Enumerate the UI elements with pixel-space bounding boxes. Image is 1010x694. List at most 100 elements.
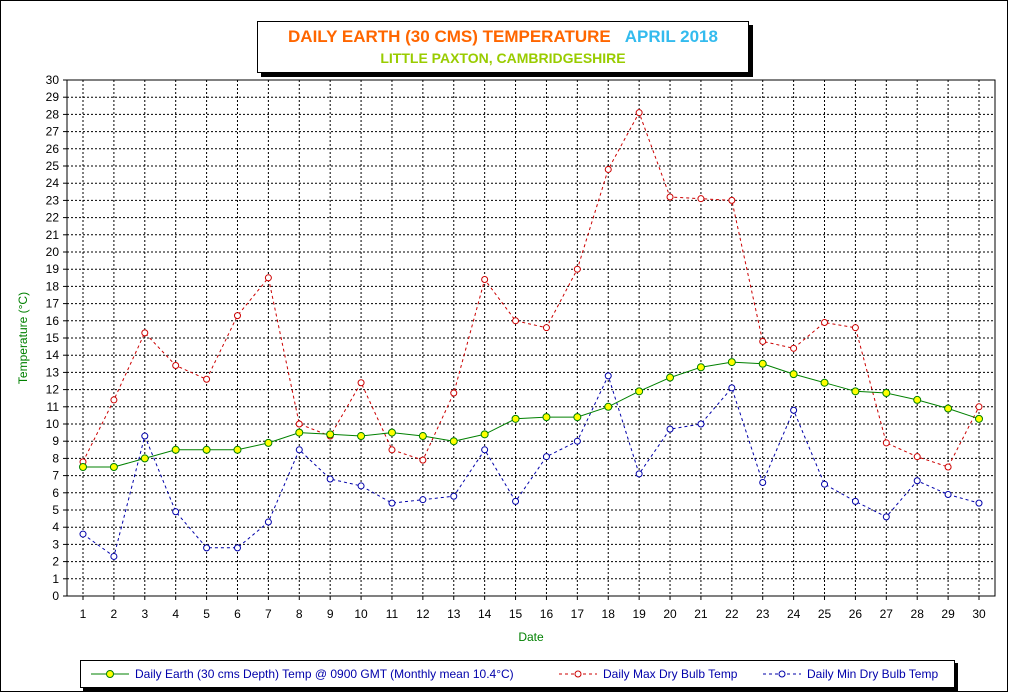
data-point-earth [696, 363, 705, 372]
y-tick-label: 24 [46, 176, 60, 190]
data-point-max [573, 265, 581, 273]
data-point-max [203, 375, 211, 383]
data-point-min [233, 544, 241, 552]
data-point-max [512, 317, 520, 325]
x-axis-label: Date [518, 630, 544, 644]
x-tick-label: 5 [203, 607, 210, 621]
legend-item-earth: Daily Earth (30 cms Depth) Temp @ 0900 G… [89, 661, 514, 687]
data-point-earth [758, 359, 767, 368]
x-tick-label: 17 [571, 607, 585, 621]
x-tick-label: 19 [632, 607, 646, 621]
y-tick-label: 0 [52, 589, 59, 603]
y-tick-label: 11 [47, 400, 60, 414]
y-tick-label: 14 [46, 348, 60, 362]
data-point-earth [573, 413, 582, 422]
data-point-earth [418, 432, 427, 441]
y-tick-label: 30 [46, 73, 60, 87]
y-tick-label: 21 [46, 228, 60, 242]
data-point-earth [171, 445, 180, 454]
data-point-max [542, 324, 550, 332]
legend-swatch-earth [91, 670, 129, 678]
data-point-min [944, 491, 952, 499]
x-tick-label: 1 [80, 607, 87, 621]
x-tick-label: 14 [478, 607, 492, 621]
x-tick-label: 13 [447, 607, 461, 621]
data-point-earth [542, 413, 551, 422]
data-point-earth [913, 395, 922, 404]
x-tick-label: 29 [941, 607, 955, 621]
y-tick-label: 16 [46, 314, 60, 328]
data-point-earth [202, 445, 211, 454]
data-point-min [512, 497, 520, 505]
x-tick-label: 20 [663, 607, 677, 621]
data-point-earth [851, 387, 860, 396]
data-point-min [759, 478, 767, 486]
data-point-max [913, 453, 921, 461]
series-line-min [82, 374, 980, 558]
data-point-min [542, 453, 550, 461]
legend-swatch-min [763, 670, 801, 678]
data-point-min [821, 480, 829, 488]
data-point-max [666, 193, 674, 201]
legend-label-earth: Daily Earth (30 cms Depth) Temp @ 0900 G… [135, 667, 514, 681]
data-point-max [635, 109, 643, 117]
data-point-earth [326, 430, 335, 439]
y-tick-label: 25 [46, 159, 60, 173]
data-point-max [419, 456, 427, 464]
data-point-min [481, 446, 489, 454]
y-tick-label: 13 [46, 365, 60, 379]
y-tick-label: 18 [46, 279, 60, 293]
x-tick-label: 2 [111, 607, 118, 621]
data-point-earth [357, 432, 366, 441]
y-tick-label: 7 [52, 469, 59, 483]
data-point-max [388, 446, 396, 454]
legend-item-max: Daily Max Dry Bulb Temp [557, 661, 737, 687]
y-tick-label: 12 [46, 383, 60, 397]
x-tick-label: 26 [849, 607, 863, 621]
data-point-min [326, 475, 334, 483]
y-tick-label: 22 [46, 211, 60, 225]
data-point-max [790, 344, 798, 352]
data-point-earth [635, 387, 644, 396]
data-point-min [573, 437, 581, 445]
data-point-min [728, 384, 736, 392]
data-point-max [944, 463, 952, 471]
y-tick-label: 10 [46, 417, 60, 431]
data-point-max [172, 362, 180, 370]
y-tick-label: 2 [52, 555, 59, 569]
data-point-min [419, 496, 427, 504]
data-point-min [882, 513, 890, 521]
chart-month: APRIL 2018 [624, 27, 718, 46]
data-point-min [388, 499, 396, 507]
data-point-earth [882, 389, 891, 398]
y-tick-label: 9 [52, 434, 59, 448]
data-point-earth [975, 414, 983, 423]
data-point-earth [233, 445, 242, 454]
data-point-earth [449, 437, 458, 446]
data-point-earth [944, 404, 953, 413]
data-point-max [295, 420, 303, 428]
y-tick-label: 28 [46, 107, 60, 121]
title-line: DAILY EARTH (30 CMS) TEMPERATURE APRIL 20… [258, 27, 748, 47]
series-line-earth [83, 361, 980, 468]
data-point-min [635, 470, 643, 478]
y-tick-label: 17 [46, 297, 60, 311]
data-point-earth [140, 454, 149, 463]
y-tick-label: 4 [52, 520, 59, 534]
x-tick-label: 15 [509, 607, 523, 621]
data-point-earth [789, 370, 798, 379]
data-point-min [357, 482, 365, 490]
data-point-max [697, 195, 705, 203]
x-tick-label: 22 [725, 607, 739, 621]
legend-item-min: Daily Min Dry Bulb Temp [761, 661, 938, 687]
data-point-max [110, 396, 118, 404]
x-tick-label: 30 [972, 607, 986, 621]
x-tick-label: 12 [416, 607, 430, 621]
data-point-min [697, 420, 705, 428]
chart-title: DAILY EARTH (30 CMS) TEMPERATURE [288, 27, 611, 46]
legend-label-min: Daily Min Dry Bulb Temp [807, 667, 939, 681]
y-tick-label: 6 [52, 486, 59, 500]
data-point-min [790, 406, 798, 414]
x-tick-label: 10 [354, 607, 368, 621]
